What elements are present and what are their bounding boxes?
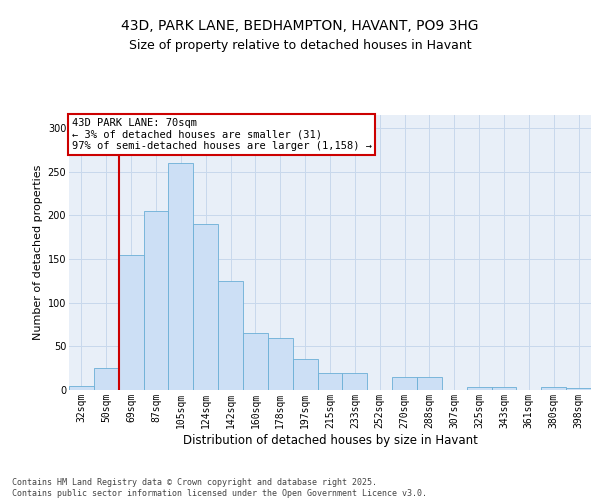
Bar bbox=[317, 372, 343, 390]
Bar bbox=[268, 338, 293, 390]
Bar bbox=[69, 386, 94, 390]
Bar bbox=[541, 388, 566, 390]
Bar bbox=[491, 388, 517, 390]
Text: 43D PARK LANE: 70sqm
← 3% of detached houses are smaller (31)
97% of semi-detach: 43D PARK LANE: 70sqm ← 3% of detached ho… bbox=[71, 118, 371, 151]
Text: 43D, PARK LANE, BEDHAMPTON, HAVANT, PO9 3HG: 43D, PARK LANE, BEDHAMPTON, HAVANT, PO9 … bbox=[121, 18, 479, 32]
Bar bbox=[193, 224, 218, 390]
Text: Size of property relative to detached houses in Havant: Size of property relative to detached ho… bbox=[128, 40, 472, 52]
Bar bbox=[293, 360, 317, 390]
Bar bbox=[392, 377, 417, 390]
Y-axis label: Number of detached properties: Number of detached properties bbox=[34, 165, 43, 340]
Bar bbox=[94, 368, 119, 390]
Bar bbox=[566, 388, 591, 390]
Bar bbox=[417, 377, 442, 390]
X-axis label: Distribution of detached houses by size in Havant: Distribution of detached houses by size … bbox=[182, 434, 478, 446]
Bar bbox=[169, 163, 193, 390]
Bar bbox=[243, 334, 268, 390]
Bar bbox=[467, 388, 491, 390]
Text: Contains HM Land Registry data © Crown copyright and database right 2025.
Contai: Contains HM Land Registry data © Crown c… bbox=[12, 478, 427, 498]
Bar bbox=[343, 372, 367, 390]
Bar bbox=[218, 281, 243, 390]
Bar bbox=[119, 254, 143, 390]
Bar bbox=[143, 211, 169, 390]
